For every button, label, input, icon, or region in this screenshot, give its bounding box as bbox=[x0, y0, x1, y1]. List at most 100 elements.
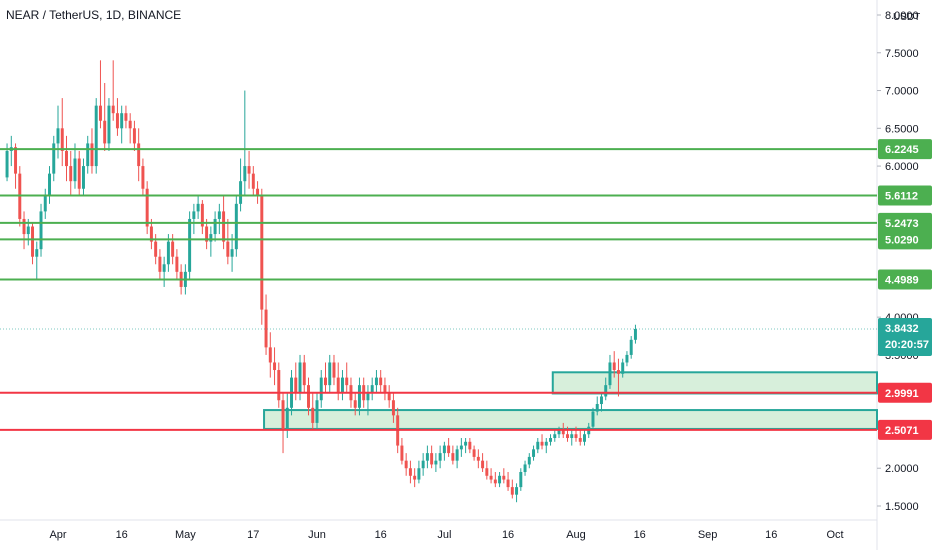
candle-body[interactable] bbox=[98, 105, 102, 121]
candle-body[interactable] bbox=[633, 328, 637, 340]
candle-body[interactable] bbox=[481, 460, 485, 469]
candle-body[interactable] bbox=[69, 166, 73, 182]
candle-body[interactable] bbox=[357, 385, 361, 408]
candle-body[interactable] bbox=[192, 211, 196, 219]
candle-body[interactable] bbox=[52, 143, 56, 174]
candle-body[interactable] bbox=[544, 441, 548, 446]
candle-body[interactable] bbox=[379, 377, 383, 386]
candle-body[interactable] bbox=[566, 434, 569, 439]
candle-body[interactable] bbox=[561, 430, 565, 435]
candle-body[interactable] bbox=[239, 181, 243, 204]
candle-body[interactable] bbox=[154, 241, 158, 257]
candle-body[interactable] bbox=[285, 407, 289, 431]
candle-body[interactable] bbox=[188, 218, 192, 272]
candle-body[interactable] bbox=[158, 256, 162, 272]
candle-body[interactable] bbox=[171, 241, 175, 257]
candle-body[interactable] bbox=[120, 113, 124, 129]
candle-body[interactable] bbox=[574, 434, 578, 439]
candle-body[interactable] bbox=[345, 377, 349, 386]
candle-body[interactable] bbox=[251, 173, 255, 189]
candle-body[interactable] bbox=[451, 453, 455, 461]
candle-body[interactable] bbox=[5, 150, 9, 178]
candle-body[interactable] bbox=[137, 143, 141, 167]
candle-body[interactable] bbox=[65, 150, 68, 167]
candle-body[interactable] bbox=[612, 362, 616, 371]
candle-body[interactable] bbox=[549, 438, 553, 442]
candle-body[interactable] bbox=[145, 188, 149, 227]
candle-body[interactable] bbox=[200, 203, 204, 227]
candle-body[interactable] bbox=[48, 173, 51, 197]
candle-body[interactable] bbox=[264, 309, 268, 348]
candle-body[interactable] bbox=[298, 362, 302, 393]
candle-body[interactable] bbox=[591, 411, 595, 427]
candle-body[interactable] bbox=[209, 234, 213, 242]
candle-body[interactable] bbox=[430, 453, 434, 465]
candle-body[interactable] bbox=[234, 203, 238, 250]
candle-body[interactable] bbox=[468, 441, 472, 450]
candle-body[interactable] bbox=[476, 456, 480, 461]
candle-body[interactable] bbox=[22, 218, 26, 235]
candle-body[interactable] bbox=[107, 105, 111, 144]
candle-body[interactable] bbox=[226, 241, 230, 257]
candle-body[interactable] bbox=[629, 339, 633, 355]
candle-body[interactable] bbox=[438, 453, 442, 461]
candle-body[interactable] bbox=[578, 438, 582, 442]
candle-body[interactable] bbox=[391, 400, 395, 416]
candle-body[interactable] bbox=[222, 211, 226, 242]
candle-body[interactable] bbox=[205, 226, 209, 242]
candle-body[interactable] bbox=[230, 249, 234, 257]
candle-body[interactable] bbox=[421, 460, 425, 469]
candle-body[interactable] bbox=[459, 445, 463, 450]
candle-body[interactable] bbox=[77, 158, 81, 189]
candle-body[interactable] bbox=[124, 113, 128, 121]
candle-body[interactable] bbox=[336, 377, 340, 393]
candle-body[interactable] bbox=[217, 211, 221, 219]
candle-body[interactable] bbox=[311, 407, 315, 423]
candle-body[interactable] bbox=[268, 347, 272, 363]
candle-body[interactable] bbox=[540, 441, 544, 446]
candle-body[interactable] bbox=[485, 468, 489, 476]
candle-body[interactable] bbox=[141, 166, 145, 189]
candle-body[interactable] bbox=[319, 377, 323, 401]
candle-body[interactable] bbox=[408, 468, 412, 476]
candle-body[interactable] bbox=[196, 203, 200, 212]
candle-body[interactable] bbox=[447, 445, 451, 454]
candle-body[interactable] bbox=[273, 362, 277, 371]
candle-body[interactable] bbox=[374, 377, 378, 386]
candle-body[interactable] bbox=[519, 472, 523, 488]
candle-body[interactable] bbox=[294, 377, 298, 393]
candle-body[interactable] bbox=[60, 128, 64, 151]
candle-body[interactable] bbox=[247, 166, 251, 174]
candle-body[interactable] bbox=[515, 487, 519, 495]
candle-body[interactable] bbox=[442, 445, 446, 454]
candle-body[interactable] bbox=[73, 158, 77, 182]
candle-body[interactable] bbox=[81, 166, 85, 189]
candle-body[interactable] bbox=[370, 385, 374, 393]
candle-body[interactable] bbox=[332, 362, 336, 378]
candle-body[interactable] bbox=[56, 128, 60, 144]
candle-body[interactable] bbox=[425, 453, 429, 461]
candle-body[interactable] bbox=[506, 479, 510, 488]
candle-body[interactable] bbox=[31, 226, 35, 257]
candle-body[interactable] bbox=[111, 105, 115, 114]
demand-zone[interactable] bbox=[551, 371, 879, 395]
candle-body[interactable] bbox=[132, 128, 136, 144]
candle-body[interactable] bbox=[472, 449, 476, 457]
candle-body[interactable] bbox=[604, 385, 608, 397]
candle-body[interactable] bbox=[595, 404, 599, 412]
candle-body[interactable] bbox=[103, 120, 107, 144]
candle-body[interactable] bbox=[340, 377, 344, 393]
candle-body[interactable] bbox=[86, 143, 90, 167]
candle-body[interactable] bbox=[498, 475, 502, 484]
candle-body[interactable] bbox=[39, 211, 43, 250]
candle-body[interactable] bbox=[328, 362, 332, 386]
candle-body[interactable] bbox=[583, 434, 586, 442]
candle-body[interactable] bbox=[166, 241, 170, 265]
candle-body[interactable] bbox=[570, 434, 574, 439]
candle-body[interactable] bbox=[404, 460, 408, 469]
candle-body[interactable] bbox=[489, 475, 493, 480]
candle-body[interactable] bbox=[502, 475, 506, 480]
candle-body[interactable] bbox=[366, 392, 370, 401]
candle-body[interactable] bbox=[260, 196, 264, 310]
